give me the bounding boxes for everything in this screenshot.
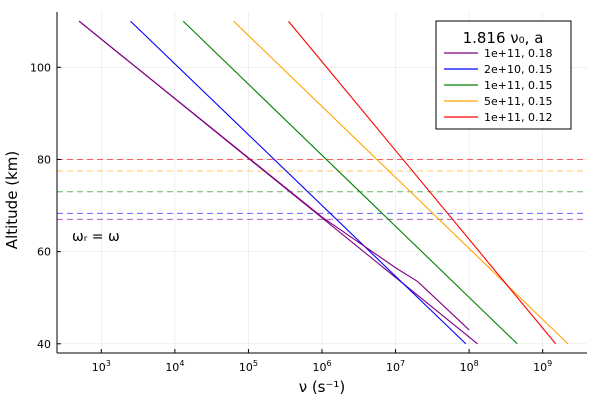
y-axis-label: Altitude (km) — [3, 151, 21, 249]
y-tick-label: 80 — [37, 153, 51, 166]
legend-entry: 2e+10, 0.15 — [484, 63, 552, 76]
legend-title: 1.816 ν₀, a — [463, 29, 544, 47]
series-line — [182, 20, 518, 345]
y-tick-label: 100 — [30, 61, 51, 74]
y-tick-label: 40 — [37, 338, 51, 351]
series-lines — [78, 20, 569, 345]
x-tick-label: 106 — [312, 359, 331, 374]
threshold-lines — [57, 158, 587, 220]
series-line — [233, 20, 569, 345]
legend: 1.816 ν₀, a 1e+11, 0.18 2e+10, 0.15 1e+11,… — [435, 20, 572, 130]
legend-entry: 5e+11, 0.15 — [484, 95, 552, 108]
y-tick-label: 60 — [37, 246, 51, 259]
legend-box — [435, 20, 572, 130]
x-tick-label: 104 — [165, 359, 184, 374]
annotation-resonance: ωᵣ = ω — [72, 229, 120, 245]
axes — [56, 12, 587, 354]
x-axis-label: ν (s⁻¹) — [299, 378, 346, 396]
series-line — [130, 20, 467, 345]
tick-labels: 103 104 105 106 107 108 109 40 60 80 100 — [30, 61, 552, 374]
legend-entry: 1e+11, 0.15 — [484, 79, 552, 92]
x-tick-label: 103 — [92, 359, 111, 374]
x-tick-label: 108 — [460, 359, 479, 374]
series-line — [78, 20, 470, 331]
x-tick-label: 107 — [386, 359, 405, 374]
x-tick-label: 109 — [533, 359, 552, 374]
x-tick-label: 105 — [239, 359, 258, 374]
legend-entry: 1e+11, 0.12 — [484, 111, 552, 124]
legend-entry: 1e+11, 0.18 — [484, 47, 552, 60]
series-line — [288, 20, 557, 345]
